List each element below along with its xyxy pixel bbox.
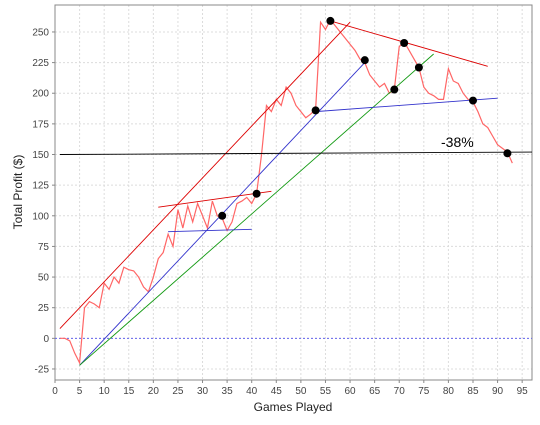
x-tick-label: 70 [394, 386, 406, 397]
trend-line [158, 190, 272, 208]
y-tick-label: -25 [35, 364, 50, 375]
x-tick-label: 40 [246, 386, 258, 397]
marker [311, 106, 320, 115]
marker [414, 63, 423, 72]
x-tick-label: 75 [418, 386, 430, 397]
y-tick-label: 75 [38, 242, 50, 253]
marker [400, 38, 409, 47]
trend-line [59, 21, 351, 329]
x-tick-label: 15 [123, 386, 135, 397]
x-tick-label: 95 [517, 386, 529, 397]
x-tick-label: 85 [467, 386, 479, 397]
x-tick-label: 20 [148, 386, 160, 397]
profit-line [59, 18, 513, 365]
x-tick-label: 90 [492, 386, 504, 397]
trend-line [79, 53, 434, 366]
marker [503, 149, 512, 158]
y-tick-label: 100 [32, 211, 49, 222]
marker [218, 211, 227, 220]
marker [252, 189, 261, 198]
marker [360, 56, 369, 65]
x-tick-label: 55 [320, 386, 332, 397]
x-tick-label: 25 [172, 386, 184, 397]
x-tick-label: 0 [52, 386, 58, 397]
y-tick-label: 200 [32, 89, 49, 100]
x-tick-label: 50 [295, 386, 307, 397]
x-tick-label: 10 [99, 386, 111, 397]
x-tick-label: 80 [443, 386, 455, 397]
x-tick-label: 45 [271, 386, 283, 397]
trend-line [315, 97, 498, 113]
y-tick-label: 125 [32, 181, 49, 192]
x-axis-label: Games Played [254, 400, 333, 414]
y-tick-label: 225 [32, 58, 49, 69]
marker [390, 85, 399, 94]
marker [468, 96, 477, 105]
trend-line [330, 20, 488, 67]
y-tick-label: 150 [32, 150, 49, 161]
y-tick-label: 50 [38, 273, 50, 284]
x-tick-label: 30 [197, 386, 209, 397]
annotation: -38% [441, 134, 474, 150]
trend-line [168, 228, 252, 233]
y-tick-label: 250 [32, 27, 49, 38]
plot-frame [54, 4, 533, 381]
x-tick-label: 35 [222, 386, 234, 397]
y-tick-label: 175 [32, 119, 49, 130]
trend-line [59, 151, 533, 155]
x-tick-label: 65 [369, 386, 381, 397]
y-tick-label: 25 [38, 303, 50, 314]
x-tick-label: 5 [77, 386, 83, 397]
y-axis-label: Total Profit ($) [11, 155, 25, 230]
y-tick-label: 0 [43, 334, 49, 345]
marker [326, 16, 335, 25]
x-tick-label: 60 [344, 386, 356, 397]
